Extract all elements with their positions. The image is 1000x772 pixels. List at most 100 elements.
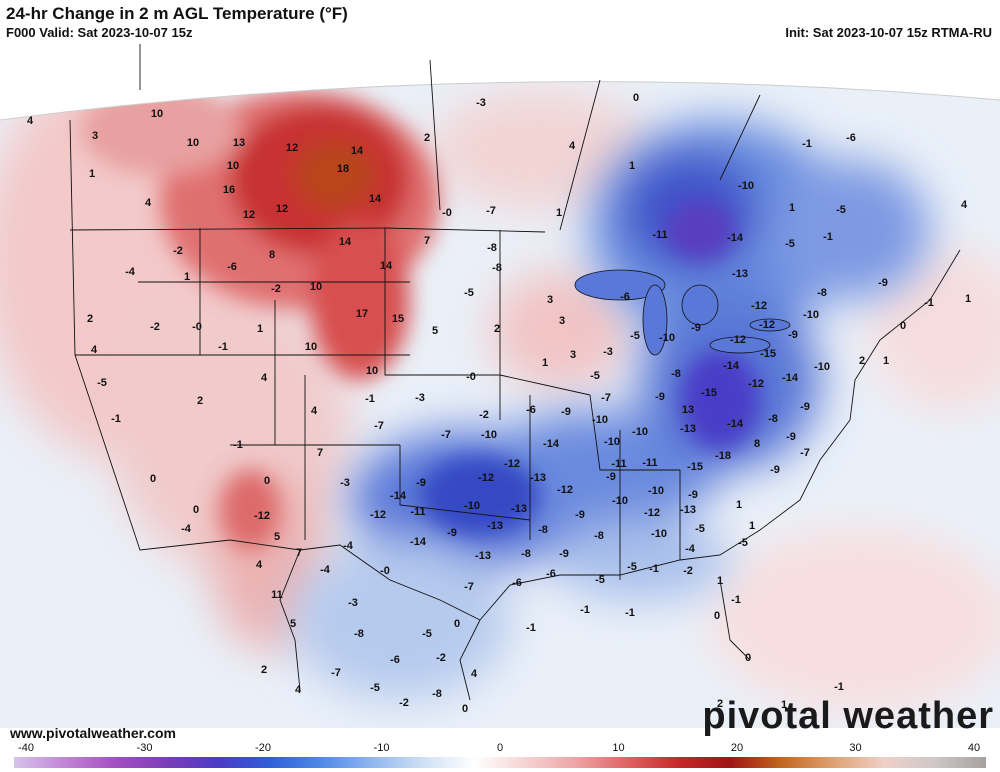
value-label: -8	[432, 688, 442, 700]
value-label: -1	[924, 297, 934, 309]
value-label: -15	[701, 387, 717, 399]
value-label: -10	[651, 528, 667, 540]
map-title: 24-hr Change in 2 m AGL Temperature (°F)	[6, 4, 348, 23]
value-label: -4	[685, 543, 696, 555]
value-label: 5	[432, 325, 438, 337]
value-label: -11	[652, 229, 667, 241]
value-label: 4	[145, 197, 152, 209]
value-label: 13	[233, 137, 245, 149]
value-label: -0	[442, 207, 452, 219]
value-label: 1	[965, 293, 971, 305]
value-label: -8	[768, 413, 778, 425]
colorbar-tick: -30	[136, 742, 153, 754]
brand-logo: pivotal weather	[702, 695, 994, 737]
value-label: 14	[369, 193, 382, 205]
value-label: -10	[632, 426, 648, 438]
value-label: -9	[786, 431, 796, 443]
value-label: -12	[504, 458, 520, 470]
value-label: 3	[547, 294, 553, 306]
value-label: 14	[351, 145, 364, 157]
value-label: 2	[261, 664, 267, 676]
colorbar-tick: -10	[373, 742, 390, 754]
value-label: 1	[736, 499, 742, 511]
value-label: -9	[416, 477, 426, 489]
value-label: -10	[738, 180, 754, 192]
value-label: -9	[788, 329, 798, 341]
value-label: -6	[526, 404, 536, 416]
colorbar-tick: 30	[849, 742, 862, 754]
value-label: -6	[512, 577, 522, 589]
value-label: -1	[526, 622, 536, 634]
value-label: 2	[494, 323, 500, 335]
value-label: 0	[714, 610, 720, 622]
value-label: -3	[340, 477, 350, 489]
value-label: -13	[732, 268, 748, 280]
value-label: 7	[424, 235, 430, 247]
value-label: 8	[269, 249, 275, 261]
value-label: -10	[648, 485, 664, 497]
value-label: -15	[687, 461, 703, 473]
value-label: -9	[561, 406, 571, 418]
value-label: -10	[814, 361, 830, 373]
value-label: -6	[846, 132, 856, 144]
value-label: -7	[374, 420, 384, 432]
value-label: -12	[751, 300, 767, 312]
value-label: -3	[603, 346, 613, 358]
value-label: -13	[475, 550, 491, 562]
value-label: -9	[575, 509, 585, 521]
value-label: 2	[197, 395, 203, 407]
value-label: -2	[683, 565, 693, 577]
value-label: -8	[487, 242, 497, 254]
value-label: -6	[390, 654, 400, 666]
value-label: 3	[559, 315, 565, 327]
value-label: -14	[727, 232, 744, 244]
value-label: 4	[261, 372, 268, 384]
value-label: -8	[521, 548, 531, 560]
value-label: 0	[454, 618, 460, 630]
value-label: -1	[823, 231, 833, 243]
value-label: 1	[789, 202, 795, 214]
value-label: -14	[390, 490, 407, 502]
value-label: -0	[192, 321, 202, 333]
value-label: 0	[264, 475, 270, 487]
value-label: 14	[380, 260, 393, 272]
value-label: 1	[257, 323, 263, 335]
value-label: 3	[92, 130, 98, 142]
value-label: 1	[629, 160, 635, 172]
value-label: 4	[256, 559, 263, 571]
value-label: -5	[370, 682, 380, 694]
value-label: 7	[296, 547, 302, 559]
value-label: -9	[800, 401, 810, 413]
value-label: -9	[655, 391, 665, 403]
great-lakes	[574, 269, 791, 356]
value-label: 4	[91, 344, 98, 356]
value-label: 16	[223, 184, 235, 196]
value-label: 1	[89, 168, 95, 180]
value-label: -5	[738, 537, 748, 549]
colorbar-tick: 10	[612, 742, 625, 754]
value-label: -12	[759, 319, 775, 331]
value-label: -14	[723, 360, 740, 372]
value-label: -4	[320, 564, 331, 576]
value-label: -13	[530, 472, 546, 484]
value-label: -8	[492, 262, 502, 274]
value-label: -10	[803, 309, 819, 321]
colorbar-tick: -40	[18, 742, 34, 754]
value-label: 12	[286, 142, 298, 154]
value-label: -7	[441, 429, 451, 441]
value-label: -8	[354, 628, 364, 640]
colorbar-tick: 20	[730, 742, 744, 754]
map-header: 24-hr Change in 2 m AGL Temperature (°F)…	[0, 0, 1000, 44]
value-label: -7	[464, 581, 474, 593]
value-label: -10	[604, 436, 620, 448]
value-label: 2	[859, 355, 865, 367]
value-label: -7	[486, 205, 496, 217]
value-label: -2	[479, 409, 489, 421]
value-label: -7	[601, 392, 611, 404]
value-label: -1	[731, 594, 741, 606]
value-label: -1	[834, 681, 844, 693]
value-label: -13	[680, 504, 696, 516]
value-label: -2	[271, 283, 281, 295]
value-label: -8	[671, 368, 681, 380]
colorbar-tick: -20	[255, 742, 271, 754]
